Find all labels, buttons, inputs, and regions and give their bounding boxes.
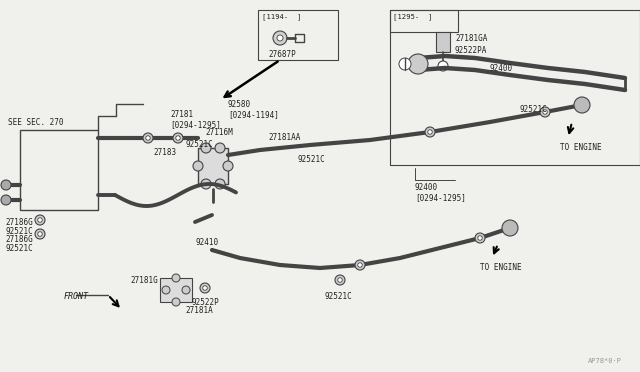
Circle shape [203,286,207,290]
Text: 92400: 92400 [490,64,513,73]
Bar [258,10,338,60]
Circle shape [146,136,150,140]
Bar [160,278,192,302]
Circle shape [543,110,547,114]
Circle shape [428,130,432,134]
Circle shape [201,143,211,153]
Circle shape [223,161,233,171]
Text: 27181A: 27181A [185,306,212,315]
Circle shape [215,143,225,153]
Circle shape [540,107,550,117]
Text: 27181AA: 27181AA [268,133,300,142]
Text: [1295-  ]: [1295- ] [393,13,433,20]
Circle shape [273,31,287,45]
Text: SEE SEC. 270: SEE SEC. 270 [8,118,63,127]
Text: [1194-  ]: [1194- ] [262,13,301,20]
Circle shape [215,179,225,189]
Circle shape [438,61,448,71]
Circle shape [143,133,153,143]
Text: 92522PA: 92522PA [455,46,488,55]
Text: 92522P: 92522P [192,298,220,307]
Circle shape [38,232,42,236]
Circle shape [182,286,190,294]
Circle shape [1,180,11,190]
Text: 92580
[0294-1194]: 92580 [0294-1194] [228,100,279,119]
Text: 92521C: 92521C [5,244,33,253]
Text: 92521C: 92521C [5,227,33,236]
Text: 27181GA: 27181GA [455,34,488,43]
Bar [198,148,228,184]
Text: AP78*0·P: AP78*0·P [588,358,622,364]
Text: 92521C: 92521C [298,155,326,164]
Circle shape [358,263,362,267]
Circle shape [38,218,42,222]
Text: TO ENGINE: TO ENGINE [560,143,602,152]
Text: FRONT: FRONT [64,292,89,301]
Circle shape [35,215,45,225]
Bar [436,32,450,52]
Circle shape [338,278,342,282]
Text: 27116M: 27116M [205,128,233,137]
Circle shape [408,54,428,74]
Circle shape [335,275,345,285]
Text: 92521C: 92521C [185,140,212,149]
Circle shape [193,161,203,171]
Text: 27183: 27183 [153,148,176,157]
Bar [20,130,98,210]
Circle shape [200,283,210,293]
Circle shape [355,260,365,270]
Text: 92521C: 92521C [325,292,353,301]
Circle shape [1,195,11,205]
Text: 92410: 92410 [195,238,218,247]
Circle shape [172,274,180,282]
Circle shape [176,136,180,140]
Circle shape [475,233,485,243]
Text: TO ENGINE: TO ENGINE [480,263,522,272]
Circle shape [425,127,435,137]
Text: 92400
[0294-1295]: 92400 [0294-1295] [415,183,466,202]
Bar [390,10,458,32]
Circle shape [173,133,183,143]
Circle shape [172,298,180,306]
Circle shape [502,220,518,236]
Circle shape [162,286,170,294]
Circle shape [201,179,211,189]
Text: 27181
[0294-1295]: 27181 [0294-1295] [170,110,221,129]
Text: 27181G: 27181G [130,276,157,285]
Circle shape [574,97,590,113]
Circle shape [35,229,45,239]
Text: 27687P: 27687P [268,50,296,59]
Text: 92521C: 92521C [520,105,548,114]
Circle shape [477,236,483,240]
Text: 27186G: 27186G [5,218,33,227]
Circle shape [277,35,283,41]
Text: 27186G: 27186G [5,235,33,244]
Circle shape [399,58,411,70]
